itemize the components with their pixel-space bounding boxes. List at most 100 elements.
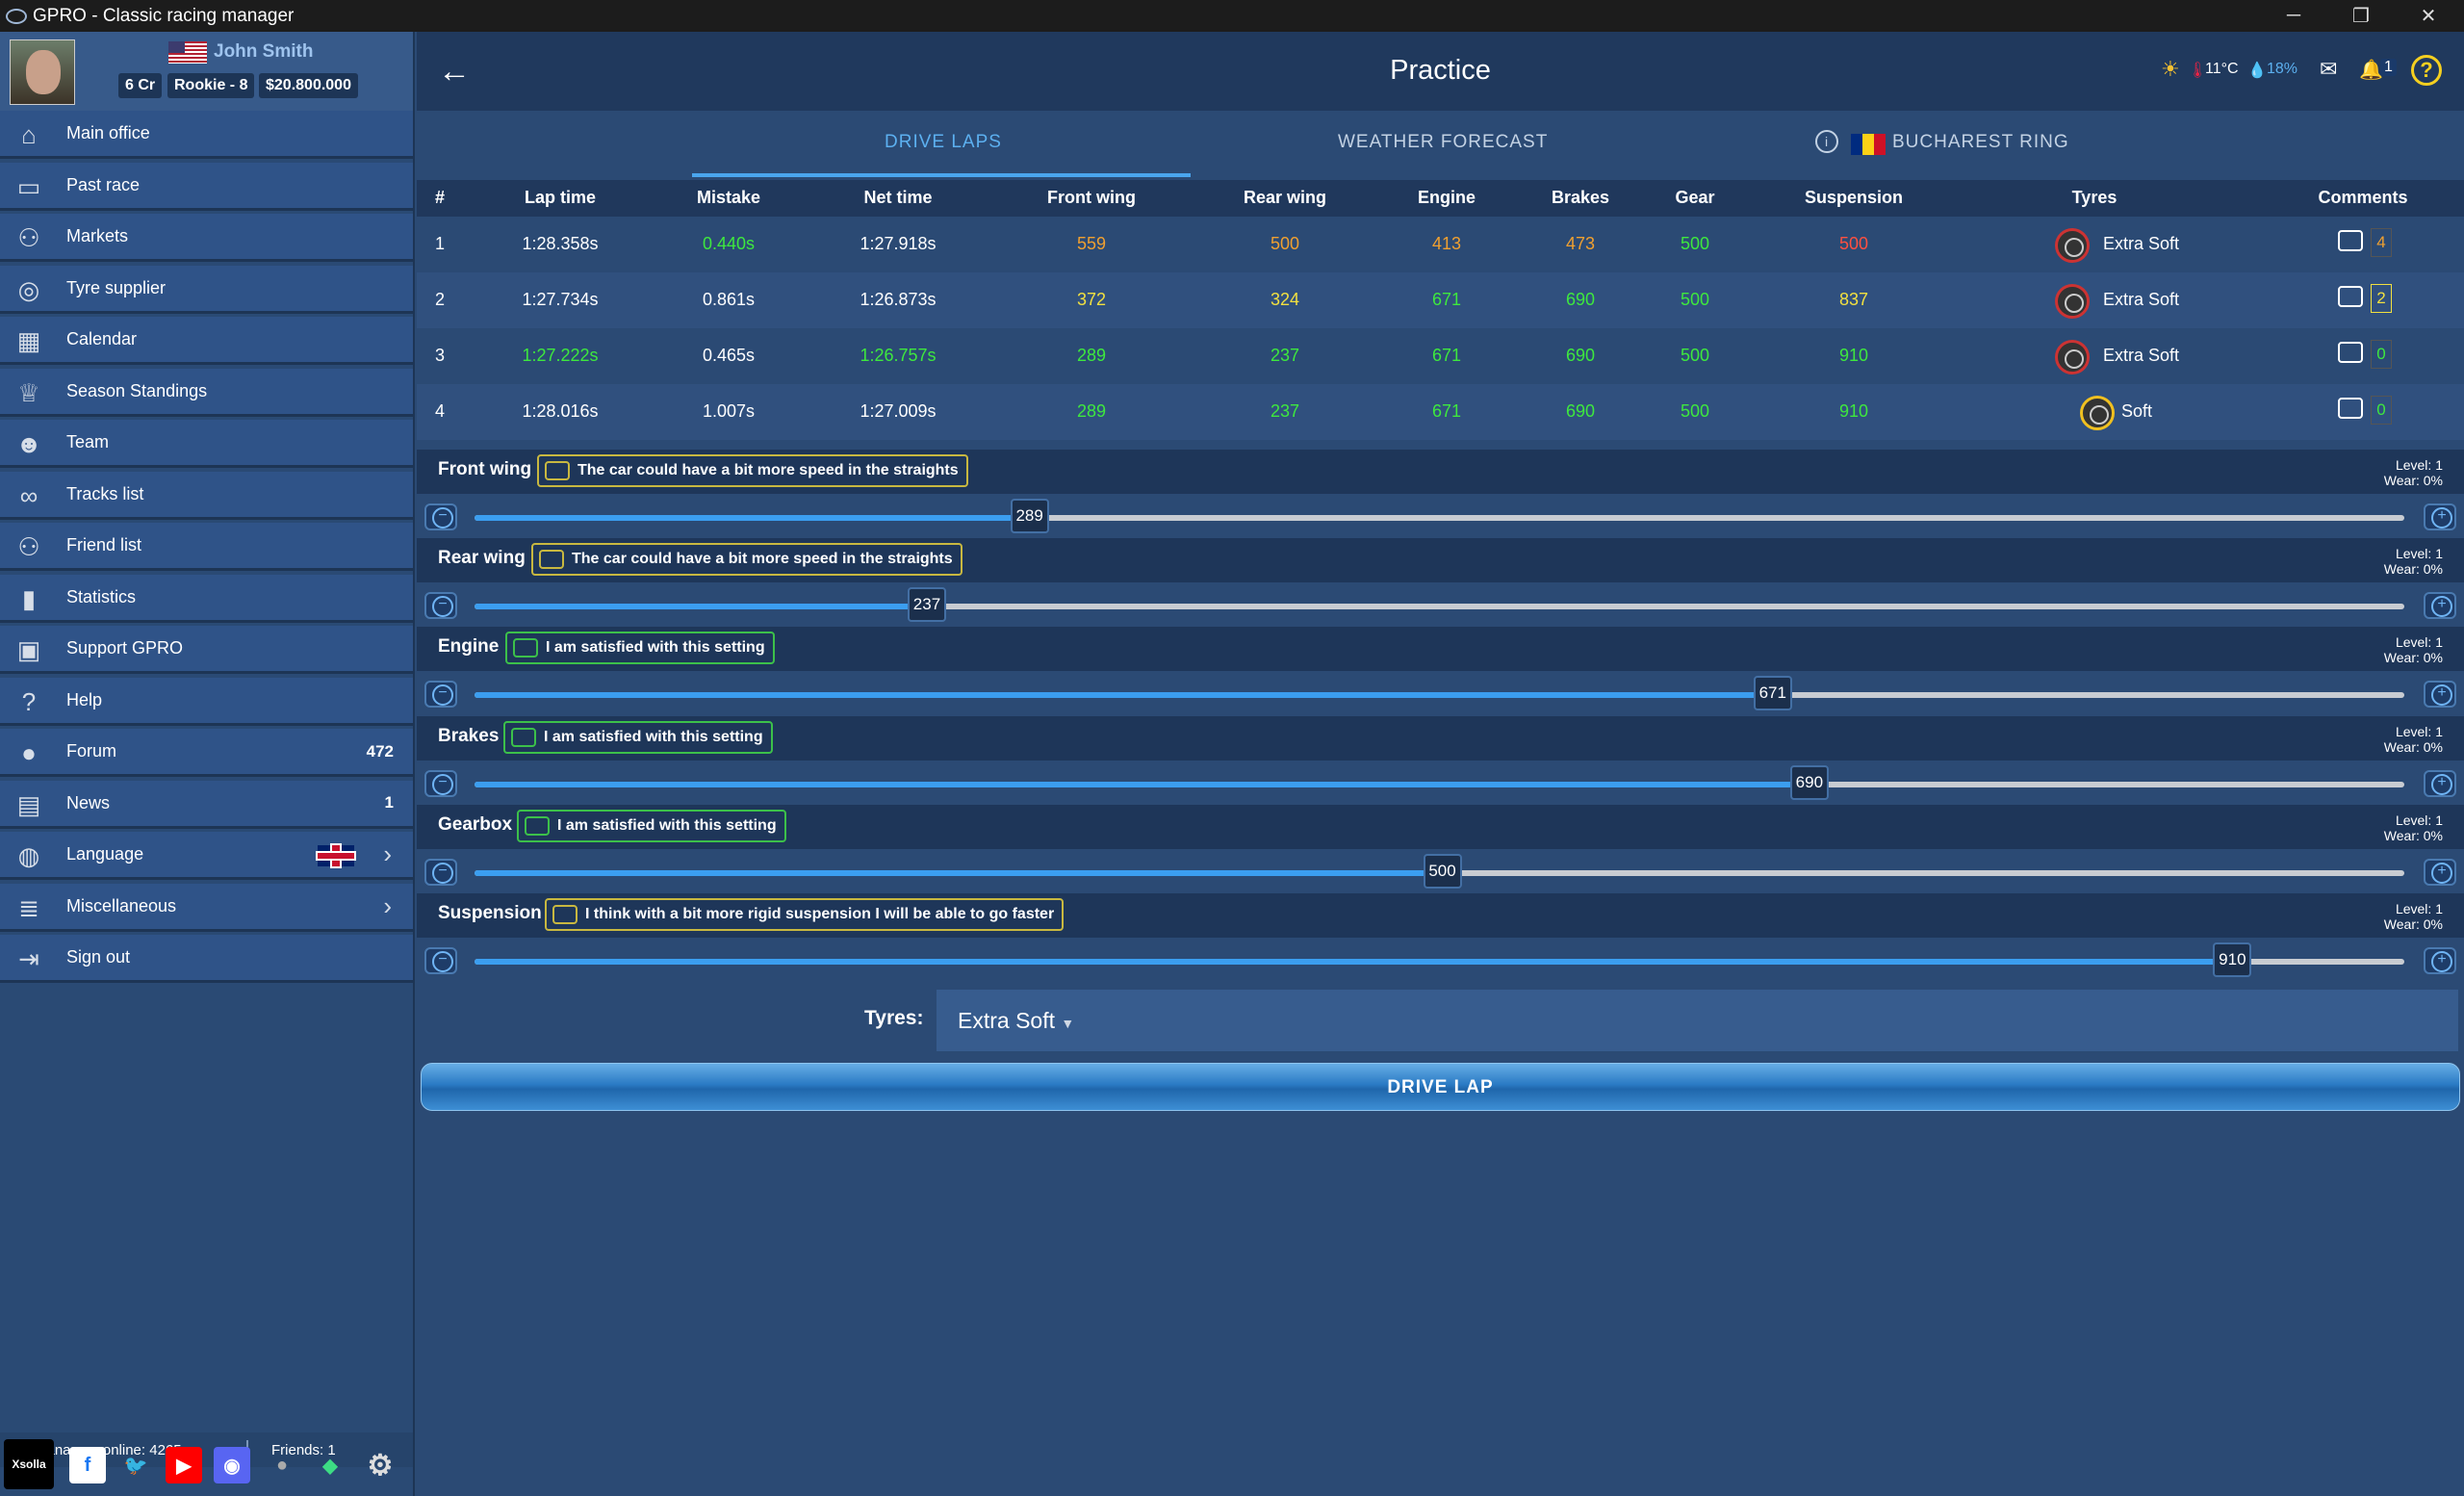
comment-count[interactable]: 0 — [2371, 396, 2392, 425]
setting-front-wing-slider-row: 289 — [417, 494, 2464, 538]
decrease-button[interactable] — [424, 947, 457, 974]
comment-icon[interactable] — [2338, 342, 2363, 363]
table-row[interactable]: 4 1:28.016s 1.007s 1:27.009s 289 237 671 690 500… — [417, 384, 2464, 440]
slider-thumb[interactable]: 500 — [1423, 853, 1462, 889]
setting-slider[interactable]: 500 — [475, 853, 2404, 889]
sidebar-item-markets[interactable]: ⚇ Markets — [0, 214, 413, 262]
sidebar-item-tyre-supplier[interactable]: ◎ Tyre supplier — [0, 265, 413, 314]
help-icon[interactable]: ? — [2411, 55, 2442, 86]
comment-count[interactable]: 4 — [2371, 228, 2392, 257]
sidebar-item-miscellaneous[interactable]: ≣ Miscellaneous › — [0, 883, 413, 932]
drive-lap-button[interactable]: DRIVE LAP — [421, 1063, 2460, 1111]
increase-button[interactable] — [2424, 858, 2456, 886]
sidebar-item-support-gpro[interactable]: ▣ Support GPRO — [0, 626, 413, 674]
tab-drive-laps[interactable]: DRIVE LAPS — [885, 132, 1002, 152]
table-row[interactable]: 3 1:27.222s 0.465s 1:26.757s 289 237 671 690 500… — [417, 328, 2464, 384]
sidebar-item-help[interactable]: ? Help — [0, 677, 413, 726]
sidebar-item-label: Past race — [66, 174, 141, 194]
increase-button[interactable] — [2424, 592, 2456, 620]
apple-icon[interactable]: ● — [275, 1454, 289, 1476]
decrease-button[interactable] — [424, 769, 457, 797]
manager-name[interactable]: John Smith — [214, 41, 314, 62]
sidebar-item-news[interactable]: ▤ News 1 — [0, 780, 413, 829]
comment-icon[interactable] — [2338, 398, 2363, 419]
facebook-icon[interactable]: f — [69, 1447, 106, 1483]
notification-count[interactable]: 1 — [2380, 59, 2397, 76]
sidebar-item-team[interactable]: ☻ Team — [0, 420, 413, 468]
sidebar-item-language[interactable]: ◍ Language › — [0, 832, 413, 880]
slider-thumb[interactable]: 690 — [1789, 764, 1829, 800]
driver-comment-text: The car could have a bit more speed in t… — [578, 462, 959, 478]
table-row[interactable]: 2 1:27.734s 0.861s 1:26.873s 372 324 671 690 500… — [417, 272, 2464, 328]
credits-badge: 6 Cr — [118, 73, 163, 98]
tab-weather-forecast[interactable]: WEATHER FORECAST — [1338, 132, 1549, 152]
sidebar-item-label: Calendar — [66, 329, 138, 348]
sidebar-item-calendar[interactable]: ▦ Calendar — [0, 317, 413, 365]
android-icon[interactable]: ◆ — [322, 1455, 338, 1477]
setting-slider[interactable]: 690 — [475, 764, 2404, 800]
minimize-button[interactable]: ─ — [2286, 5, 2301, 26]
decrease-button[interactable] — [424, 592, 457, 620]
driver-comment-text: I am satisfied with this setting — [544, 728, 763, 745]
comment-count[interactable]: 0 — [2371, 340, 2392, 369]
comment-icon[interactable] — [2338, 230, 2363, 251]
cell-brk: 690 — [1565, 290, 1596, 309]
cell-rw: 237 — [1270, 401, 1300, 421]
avatar[interactable] — [10, 39, 75, 105]
cell-brk: 473 — [1565, 234, 1596, 253]
thermometer-icon: 🌡 — [2188, 63, 2208, 79]
sidebar-item-label: Tyre supplier — [66, 277, 167, 297]
tab-track[interactable]: BUCHAREST RING — [1892, 132, 2069, 152]
cell-lap: 1:27.734s — [522, 290, 599, 309]
comment-count[interactable]: 2 — [2371, 284, 2392, 313]
driver-comment-text: I think with a bit more rigid suspension… — [585, 906, 1055, 922]
slider-thumb[interactable]: 289 — [1010, 499, 1049, 533]
increase-button[interactable] — [2424, 769, 2456, 797]
slider-thumb[interactable]: 671 — [1753, 676, 1792, 711]
increase-button[interactable] — [2424, 503, 2456, 530]
decrease-button[interactable] — [424, 681, 457, 709]
discord-icon[interactable]: ◉ — [214, 1447, 250, 1483]
increase-button[interactable] — [2424, 681, 2456, 709]
part-level-text: Level: 1 — [2395, 723, 2443, 739]
twitter-icon[interactable]: 🐦 — [123, 1455, 148, 1477]
tyres-select[interactable]: Extra Soft ▼ — [937, 990, 2458, 1051]
info-icon[interactable]: i — [1815, 130, 1838, 153]
sidebar-item-main-office[interactable]: ⌂ Main office — [0, 111, 413, 159]
gear-icon[interactable]: ⚙ — [367, 1449, 394, 1482]
close-button[interactable]: ✕ — [2420, 6, 2437, 27]
slider-thumb[interactable]: 237 — [907, 587, 946, 623]
cell-lap: 1:28.016s — [522, 401, 599, 421]
table-row[interactable]: 1 1:28.358s 0.440s 1:27.918s 559 500 413 473 500… — [417, 217, 2464, 272]
youtube-icon[interactable]: ▶ — [166, 1447, 202, 1483]
setting-slider[interactable]: 289 — [475, 499, 2404, 533]
cell-susp: 837 — [1838, 290, 1869, 309]
cell-fw: 289 — [1076, 401, 1107, 421]
comment-icon[interactable] — [2338, 286, 2363, 307]
sidebar-item-friend-list[interactable]: ⚇ Friend list — [0, 523, 413, 571]
sidebar-item-sign-out[interactable]: ⇥ Sign out — [0, 935, 413, 983]
decrease-button[interactable] — [424, 858, 457, 886]
increase-button[interactable] — [2424, 947, 2456, 974]
xsolla-button[interactable]: Xsolla — [4, 1439, 54, 1489]
sidebar-item-season-standings[interactable]: ♕ Season Standings — [0, 368, 413, 417]
setting-slider[interactable]: 671 — [475, 676, 2404, 711]
slider-thumb[interactable]: 910 — [2213, 942, 2252, 977]
restore-button[interactable]: ❐ — [2352, 6, 2370, 27]
back-arrow-icon[interactable]: ← — [438, 53, 471, 90]
setting-slider[interactable]: 910 — [475, 942, 2404, 977]
bell-icon[interactable]: 🔔 — [2359, 60, 2383, 81]
sidebar-item-past-race[interactable]: ▭ Past race — [0, 162, 413, 211]
sidebar-item-forum[interactable]: ● Forum 472 — [0, 729, 413, 777]
track-icon: ∞ — [19, 480, 38, 510]
setting-slider[interactable]: 237 — [475, 587, 2404, 623]
decrease-button[interactable] — [424, 503, 457, 530]
tab-bar: DRIVE LAPS WEATHER FORECAST i BUCHAREST … — [417, 111, 2464, 180]
mail-icon[interactable]: ✉ — [2320, 57, 2338, 81]
sidebar-item-statistics[interactable]: ▮ Statistics — [0, 574, 413, 623]
cell-eng: 413 — [1431, 234, 1462, 253]
sidebar-item-tracks-list[interactable]: ∞ Tracks list — [0, 471, 413, 520]
profile-panel: John Smith 6 Cr Rookie - 8 $20.800.000 — [0, 32, 413, 111]
cell-lap: 1:27.222s — [522, 346, 599, 365]
driver-comment: The car could have a bit more speed in t… — [531, 543, 962, 577]
